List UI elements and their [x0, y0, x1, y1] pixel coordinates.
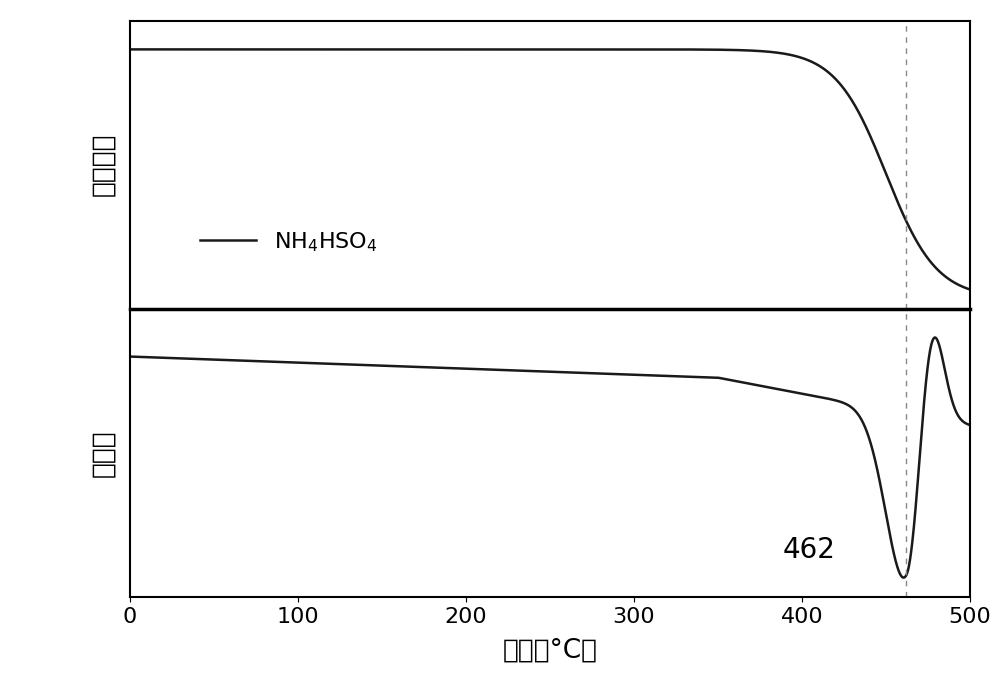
Legend: $\mathregular{NH_4HSO_4}$: $\mathregular{NH_4HSO_4}$: [192, 222, 386, 263]
Y-axis label: 热曲线: 热曲线: [90, 429, 116, 477]
X-axis label: 温度（°C）: 温度（°C）: [503, 638, 598, 663]
Text: 462: 462: [783, 536, 836, 565]
Y-axis label: 质量曲线: 质量曲线: [90, 133, 116, 196]
